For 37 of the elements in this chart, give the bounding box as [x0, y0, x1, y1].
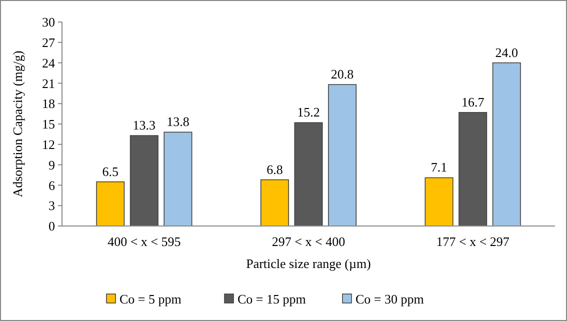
bar [164, 132, 192, 226]
x-tick-label: 297 < x < 400 [272, 234, 346, 249]
y-tick-label: 21 [42, 76, 55, 91]
y-tick-label: 15 [42, 116, 55, 132]
y-tick-label: 18 [42, 96, 55, 112]
y-tick-label: 0 [48, 218, 55, 234]
data-label: 6.8 [266, 162, 283, 177]
bar [424, 177, 454, 226]
bar [130, 135, 158, 226]
data-label: 24.0 [495, 44, 518, 60]
bar [328, 84, 357, 226]
data-label: 7.1 [430, 160, 448, 175]
x-tick-label: 177 < x < 297 [436, 234, 510, 249]
bar [458, 112, 488, 226]
legend-label: Co = 30 ppm [356, 292, 424, 307]
y-tick-label: 30 [42, 14, 55, 30]
legend-label: Co = 15 ppm [238, 292, 306, 307]
bar [294, 122, 323, 226]
data-label: 13.3 [132, 118, 156, 133]
y-tick-label: 3 [48, 198, 55, 214]
y-tick-label: 24 [42, 55, 56, 70]
y-tick-label: 12 [42, 136, 55, 152]
x-tick-label: 400 < x < 595 [108, 234, 181, 249]
y-tick-label: 6 [48, 178, 56, 193]
data-label: 15.2 [297, 104, 320, 120]
data-label: 20.8 [330, 66, 354, 82]
data-label: 16.7 [461, 94, 485, 110]
x-axis-title: Particle size range (µm) [246, 256, 371, 271]
y-axis-title: Adsorption Capacity (mg/g) [10, 50, 25, 198]
y-tick-label: 9 [48, 157, 55, 172]
y-tick-label: 27 [42, 34, 56, 50]
data-label: 6.5 [102, 164, 118, 179]
data-label: 13.8 [166, 114, 190, 130]
bar [96, 181, 125, 226]
bar [492, 62, 521, 226]
bar [260, 179, 289, 226]
legend-label: Co = 5 ppm [120, 292, 182, 307]
